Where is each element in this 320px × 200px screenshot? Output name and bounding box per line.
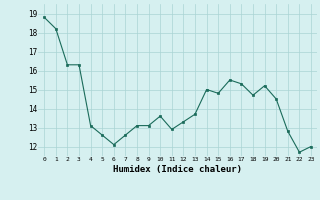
X-axis label: Humidex (Indice chaleur): Humidex (Indice chaleur) bbox=[113, 165, 242, 174]
